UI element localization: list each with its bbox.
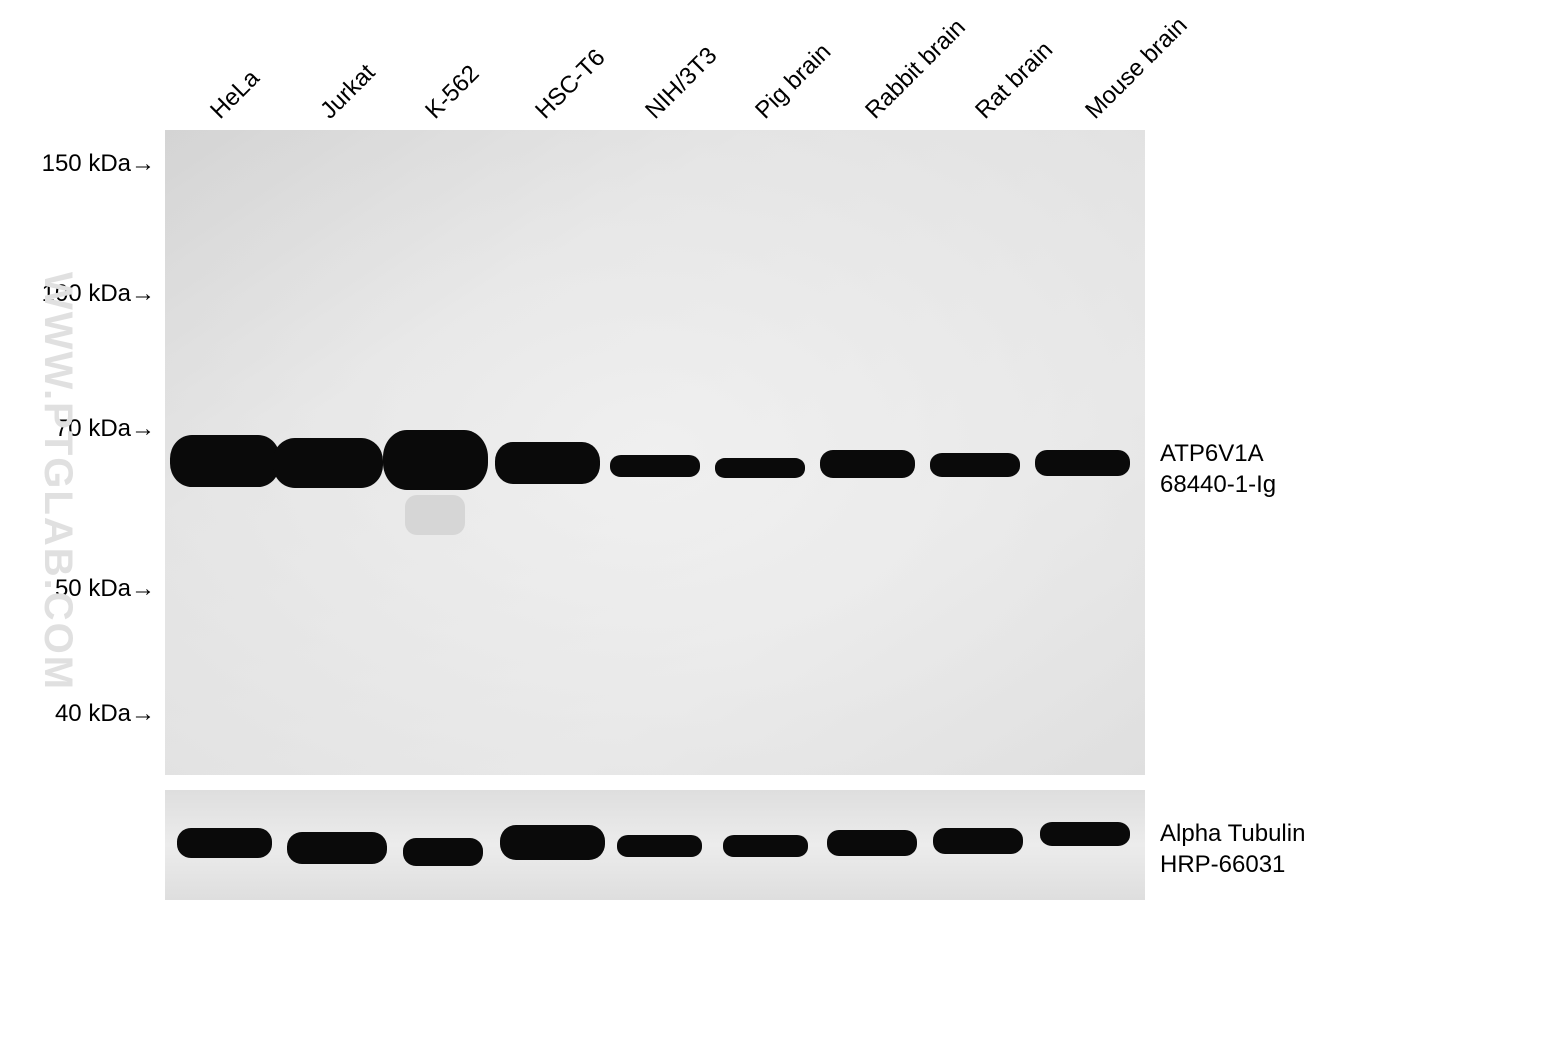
main-blot-panel: WWW.PTGLAB.COM — [165, 130, 1145, 775]
blot-band — [383, 430, 488, 490]
western-blot-figure: HeLa Jurkat K-562 HSC-T6 NIH/3T3 Pig brain Rab… — [0, 0, 1553, 1043]
blot-band — [273, 438, 383, 488]
lane-label: Mouse brain — [1080, 12, 1193, 125]
blot-band — [930, 453, 1020, 477]
control-name: Alpha Tubulin — [1160, 818, 1305, 849]
control-band — [403, 838, 483, 866]
blot-band — [715, 458, 805, 478]
watermark-text: WWW.PTGLAB.COM — [35, 272, 80, 691]
lane-label: Rabbit brain — [860, 14, 971, 125]
blot-band — [495, 442, 600, 484]
blot-band — [820, 450, 915, 478]
lane-label: Jurkat — [315, 59, 381, 125]
lane-label: Rat brain — [970, 36, 1059, 125]
control-band — [177, 828, 272, 858]
mw-marker: 40 kDa→ — [0, 700, 155, 728]
main-blot-label: ATP6V1A 68440-1-Ig — [1160, 438, 1276, 500]
blot-band — [170, 435, 280, 487]
control-blot-panel — [165, 790, 1145, 900]
control-band — [723, 835, 808, 857]
antibody-catalog: 68440-1-Ig — [1160, 469, 1276, 500]
lane-label: Pig brain — [750, 38, 837, 125]
control-band — [617, 835, 702, 857]
main-blot-svg — [165, 130, 1145, 775]
lane-label: HSC-T6 — [530, 44, 611, 125]
control-blot-label: Alpha Tubulin HRP-66031 — [1160, 818, 1305, 880]
blot-band — [1035, 450, 1130, 476]
control-catalog: HRP-66031 — [1160, 849, 1305, 880]
control-band — [287, 832, 387, 864]
control-blot-svg — [165, 790, 1145, 900]
antibody-name: ATP6V1A — [1160, 438, 1276, 469]
lane-label: NIH/3T3 — [640, 42, 723, 125]
control-band — [1040, 822, 1130, 846]
control-band — [500, 825, 605, 860]
blot-band — [610, 455, 700, 477]
control-band — [933, 828, 1023, 854]
mw-marker: 150 kDa→ — [0, 150, 155, 178]
lane-labels-container: HeLaJurkatK-562HSC-T6NIH/3T3Pig brainRab… — [165, 20, 1145, 125]
control-band — [827, 830, 917, 856]
lane-label: K-562 — [420, 60, 485, 125]
lane-label: HeLa — [205, 65, 265, 125]
